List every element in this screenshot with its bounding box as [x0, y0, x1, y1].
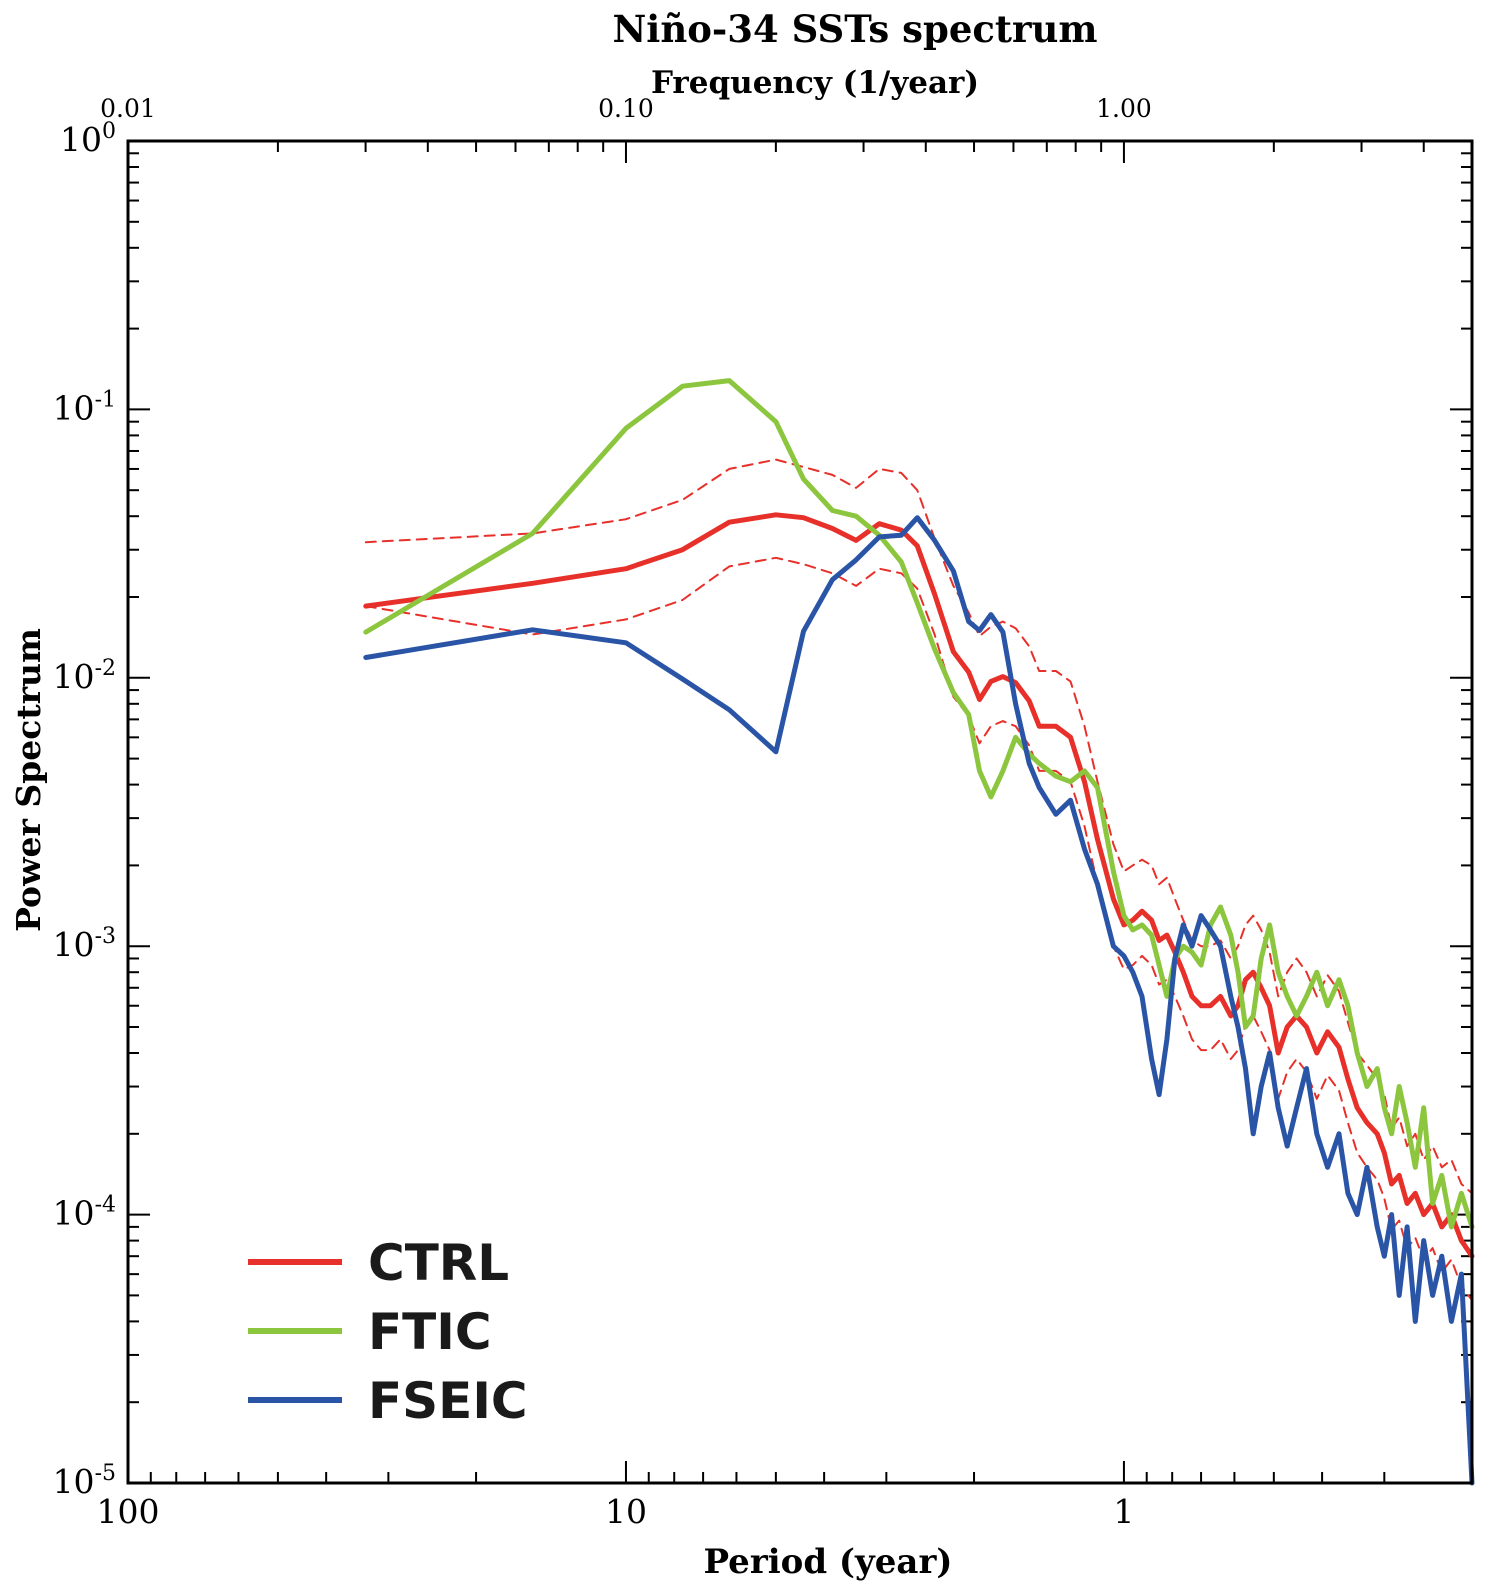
- top-tick-label: 0.01: [100, 94, 156, 123]
- axis-ticks: [127, 140, 1473, 1484]
- series-lines: [363, 378, 1475, 1486]
- y-tick-label: 100: [60, 119, 116, 159]
- legend-label-ftic: FTIC: [368, 1303, 492, 1361]
- x-tick-label: 10: [605, 1492, 647, 1531]
- y-tick-label: 10-4: [53, 1193, 116, 1233]
- top-tick-label: 0.10: [598, 94, 654, 123]
- ctrl-confidence-band-line: [364, 556, 1473, 1302]
- x-axis-title: Period (year): [704, 1542, 953, 1581]
- ctrl-series-line: [363, 512, 1475, 1259]
- chart-title: Niño-34 SSTs spectrum: [612, 7, 1097, 51]
- y-tick-label: 10-5: [53, 1461, 116, 1501]
- y-tick-label: 10-1: [53, 387, 116, 427]
- top-tick-label: 1.00: [1096, 94, 1152, 123]
- y-axis-title: Power Spectrum: [9, 628, 48, 932]
- top-axis-title: Frequency (1/year): [651, 65, 979, 101]
- plot-frame: [126, 139, 1474, 1485]
- legend-label-fseic: FSEIC: [368, 1372, 528, 1430]
- y-tick-label: 10-3: [53, 924, 116, 964]
- axis-tick-labels: 100 10 1 0.01 0.10 1.00 100 10-1 10-2 10-3 10-4 10-…: [53, 94, 1152, 1531]
- legend-label-ctrl: CTRL: [368, 1234, 509, 1292]
- legend: CTRL FTIC FSEIC: [248, 1234, 528, 1430]
- fseic-series-line: [363, 515, 1475, 1486]
- x-tick-label: 100: [97, 1492, 160, 1531]
- x-tick-label: 1: [1113, 1492, 1134, 1531]
- ftic-series-line: [363, 378, 1475, 1230]
- y-tick-label: 10-2: [53, 656, 116, 696]
- ctrl-confidence-band-line: [364, 458, 1473, 1195]
